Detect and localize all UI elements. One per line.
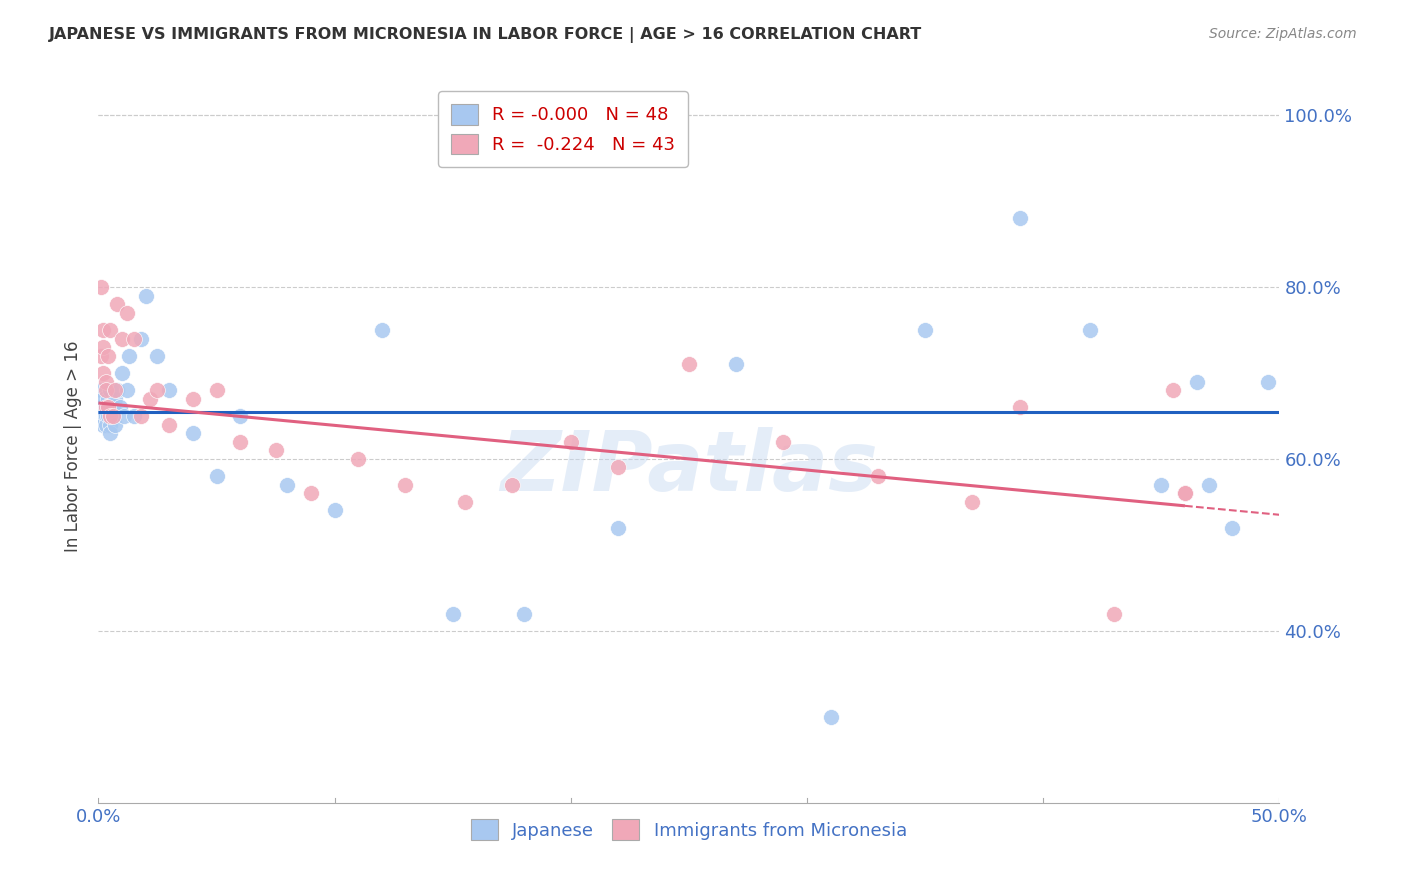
Point <box>94 383 117 397</box>
Point <box>91 409 114 423</box>
Point <box>1198 477 1220 491</box>
Point <box>1174 486 1197 500</box>
Point <box>129 332 152 346</box>
Point <box>229 434 252 449</box>
Point <box>1161 383 1184 397</box>
Point <box>441 607 464 621</box>
Point <box>129 409 152 423</box>
Text: JAPANESE VS IMMIGRANTS FROM MICRONESIA IN LABOR FORCE | AGE > 16 CORRELATION CHA: JAPANESE VS IMMIGRANTS FROM MICRONESIA I… <box>49 27 922 43</box>
Point <box>501 477 523 491</box>
Point <box>115 383 138 397</box>
Point <box>94 401 117 415</box>
Point <box>104 417 127 432</box>
Point <box>122 332 145 346</box>
Text: ZIPatlas: ZIPatlas <box>501 427 877 508</box>
Point <box>98 383 121 397</box>
Point <box>1080 323 1102 337</box>
Point <box>820 710 842 724</box>
Legend: Japanese, Immigrants from Micronesia: Japanese, Immigrants from Micronesia <box>464 812 914 847</box>
Point <box>105 297 128 311</box>
Point <box>1257 375 1279 389</box>
Point <box>394 477 416 491</box>
Point <box>1220 521 1243 535</box>
Point <box>323 503 346 517</box>
Point <box>181 392 204 406</box>
Point <box>1150 477 1173 491</box>
Point <box>866 469 889 483</box>
Point <box>97 349 120 363</box>
Point <box>1008 401 1031 415</box>
Point <box>560 434 582 449</box>
Point <box>725 357 748 371</box>
Point <box>146 349 169 363</box>
Point <box>371 323 394 337</box>
Point <box>94 409 117 423</box>
Point <box>97 401 120 415</box>
Point <box>205 469 228 483</box>
Point <box>264 443 287 458</box>
Point <box>115 306 138 320</box>
Point <box>90 280 112 294</box>
Point <box>772 434 794 449</box>
Point <box>98 323 121 337</box>
Point <box>347 451 370 466</box>
Point <box>111 366 134 380</box>
Point <box>914 323 936 337</box>
Point <box>90 383 112 397</box>
Text: Source: ZipAtlas.com: Source: ZipAtlas.com <box>1209 27 1357 41</box>
Point <box>112 409 135 423</box>
Point <box>139 392 162 406</box>
Point <box>104 383 127 397</box>
Point <box>181 426 204 441</box>
Point <box>108 401 131 415</box>
Point <box>1174 486 1197 500</box>
Point <box>118 349 141 363</box>
Point <box>97 409 120 423</box>
Point <box>105 383 128 397</box>
Point <box>146 383 169 397</box>
Point <box>512 607 534 621</box>
Point <box>101 409 124 423</box>
Point <box>607 521 630 535</box>
Point <box>111 332 134 346</box>
Point <box>678 357 700 371</box>
Point <box>135 288 157 302</box>
Point <box>104 392 127 406</box>
Point <box>101 401 124 415</box>
Point <box>205 383 228 397</box>
Point <box>97 392 120 406</box>
Point <box>91 366 114 380</box>
Point <box>94 375 117 389</box>
Point <box>98 409 121 423</box>
Point <box>229 409 252 423</box>
Point <box>157 383 180 397</box>
Point <box>94 401 117 415</box>
Y-axis label: In Labor Force | Age > 16: In Labor Force | Age > 16 <box>65 340 83 552</box>
Point <box>90 349 112 363</box>
Point <box>1008 211 1031 226</box>
Point <box>91 392 114 406</box>
Point <box>1102 607 1125 621</box>
Point <box>1174 486 1197 500</box>
Point <box>91 340 114 354</box>
Point <box>97 401 120 415</box>
Point <box>157 417 180 432</box>
Point <box>101 409 124 423</box>
Point <box>94 417 117 432</box>
Point <box>91 417 114 432</box>
Point <box>98 417 121 432</box>
Point <box>453 495 475 509</box>
Point <box>299 486 322 500</box>
Point <box>122 409 145 423</box>
Point <box>962 495 984 509</box>
Point <box>91 323 114 337</box>
Point <box>90 401 112 415</box>
Point <box>276 477 298 491</box>
Point <box>98 426 121 441</box>
Point <box>607 460 630 475</box>
Point <box>1185 375 1208 389</box>
